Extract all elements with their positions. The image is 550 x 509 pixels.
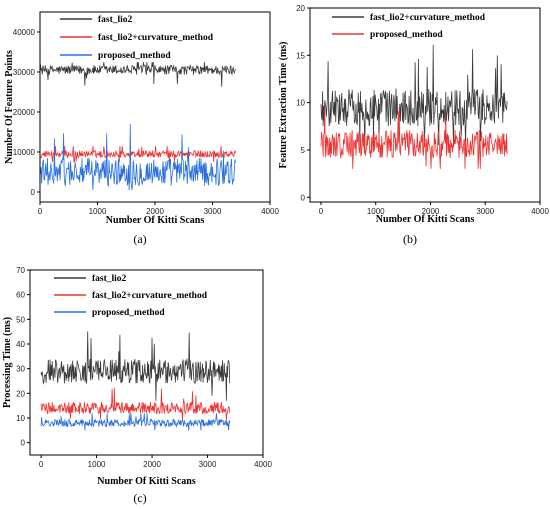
series-line-3 xyxy=(40,413,231,431)
x-tick-label: 4000 xyxy=(261,207,279,216)
y-tick-label: 30000 xyxy=(13,68,36,77)
y-tick-label: 10 xyxy=(296,99,305,108)
y-tick-label: 20 xyxy=(296,4,305,13)
x-tick-label: 3000 xyxy=(476,207,494,216)
y-axis-label: Processing Time (ms) xyxy=(2,317,13,408)
legend-label: fast_lio2+curvature_method xyxy=(92,291,208,301)
series-line-3 xyxy=(39,123,236,191)
panel-caption: (c) xyxy=(133,491,146,505)
x-tick-label: 2000 xyxy=(146,207,164,216)
x-tick-label: 3000 xyxy=(199,460,217,469)
y-tick-label: 10000 xyxy=(13,148,36,157)
y-tick-label: 20000 xyxy=(13,108,36,117)
legend-label: fast_lio2 xyxy=(92,274,127,284)
legend-label: proposed_method xyxy=(92,308,165,318)
x-tick-label: 0 xyxy=(319,207,324,216)
y-tick-label: 15 xyxy=(296,51,305,60)
x-tick-label: 2000 xyxy=(422,207,440,216)
legend-label: fast_lio2+curvature_method xyxy=(98,33,214,43)
x-tick-label: 4000 xyxy=(531,207,549,216)
chart-panel-3: 0 1000 2000 3000 4000 0 10 20 30 40 50 60 70 Number O… xyxy=(2,266,272,505)
x-axis-label: Number Of Kitti Scans xyxy=(376,214,475,225)
x-tick-label: 0 xyxy=(38,207,43,216)
series-line-1 xyxy=(39,61,236,87)
legend-label: proposed_method xyxy=(98,51,171,61)
y-tick-label: 20 xyxy=(16,389,25,398)
plot-frame xyxy=(309,7,541,203)
x-tick-label: 1000 xyxy=(88,460,106,469)
chart-panel-2: 0 1000 2000 3000 4000 0 5 10 15 20 Number Of Kitti… xyxy=(278,4,549,246)
chart-panel-1: 0 1000 2000 3000 4000010000200003000040000Nu… xyxy=(4,11,279,246)
y-tick-label: 60 xyxy=(16,291,25,300)
series-line-1 xyxy=(40,331,231,401)
y-tick-label: 0 xyxy=(301,193,306,202)
series-line-2 xyxy=(39,145,236,163)
series-line-1 xyxy=(320,44,508,146)
y-tick-label: 10 xyxy=(16,414,25,423)
y-axis-label: Number Of Feature Points xyxy=(4,50,15,164)
legend-label: proposed_method xyxy=(370,30,443,40)
x-tick-label: 4000 xyxy=(254,460,272,469)
series-line-2 xyxy=(40,387,231,421)
legend-label: fast_lio2+curvature_method xyxy=(370,13,486,23)
x-axis-label: Number Of Kitti Scans xyxy=(106,215,205,226)
y-tick-label: 30 xyxy=(16,365,25,374)
y-tick-label: 40 xyxy=(16,340,25,349)
panel-caption: (b) xyxy=(403,232,417,246)
x-tick-label: 0 xyxy=(39,460,44,469)
legend-label: fast_lio2 xyxy=(98,15,133,25)
series-line-2 xyxy=(320,107,508,169)
y-tick-label: 5 xyxy=(301,146,306,155)
x-tick-label: 1000 xyxy=(367,207,385,216)
x-tick-label: 1000 xyxy=(89,207,107,216)
panel-caption: (a) xyxy=(133,232,146,246)
y-tick-label: 0 xyxy=(21,439,26,448)
y-tick-label: 40000 xyxy=(13,28,36,37)
y-tick-label: 50 xyxy=(16,315,25,324)
x-tick-label: 2000 xyxy=(143,460,161,469)
x-tick-label: 3000 xyxy=(204,207,222,216)
x-axis-label: Number Of Kitti Scans xyxy=(97,476,196,487)
plot-frame xyxy=(29,269,264,456)
y-axis-label: Feature Extraction Time (ms) xyxy=(278,42,289,169)
y-tick-label: 70 xyxy=(16,266,25,275)
y-tick-label: 0 xyxy=(31,188,36,197)
